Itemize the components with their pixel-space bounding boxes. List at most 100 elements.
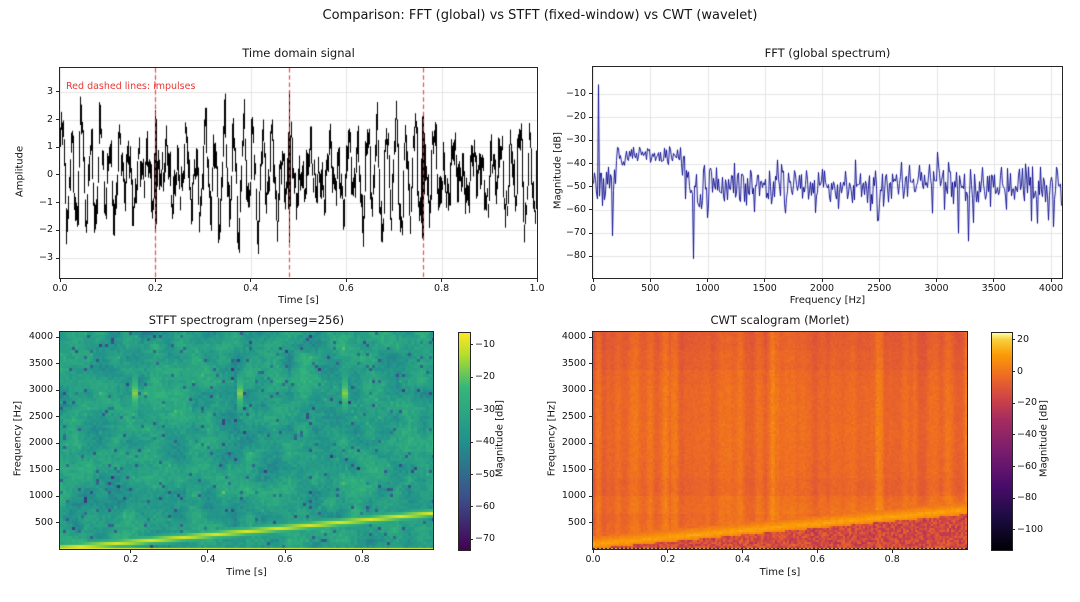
x-tick-label: 0.0 (52, 283, 68, 294)
x-tick-label: 0.6 (338, 283, 354, 294)
colorbar-tick-label: −20 (1017, 397, 1038, 409)
colorbar-tick-label: −40 (475, 436, 496, 448)
tick-mark (1050, 278, 1052, 282)
colorbar-tick-label: −40 (1017, 428, 1038, 440)
y-tick-label: 1500 (28, 463, 53, 475)
tick-mark (470, 409, 473, 411)
tick-mark (742, 549, 744, 553)
tick-mark (470, 506, 473, 508)
tick-mark (56, 416, 60, 418)
tick-mark (649, 278, 651, 282)
tick-mark (441, 278, 443, 282)
tick-mark (589, 93, 593, 95)
y-tick-label: −3 (38, 252, 53, 264)
tick-mark (589, 116, 593, 118)
y-tick-label: 500 (34, 516, 53, 528)
colorbar-tick-label: −70 (475, 533, 496, 545)
y-tick-label: 500 (567, 516, 586, 528)
y-tick-label: 3500 (561, 357, 586, 369)
colorbar-tick-label: −30 (475, 403, 496, 415)
stft-colorbar (458, 332, 471, 551)
y-tick-label: −30 (565, 134, 586, 146)
tick-mark (589, 163, 593, 165)
tick-mark (56, 146, 60, 148)
y-tick-label: 1 (46, 141, 53, 153)
stft-plot-xlabel: Time [s] (226, 567, 267, 578)
tick-mark (284, 549, 286, 553)
tick-mark (56, 174, 60, 176)
x-tick-label: 1500 (752, 283, 777, 294)
x-tick-label: 1000 (695, 283, 720, 294)
colorbar-tick-label: 20 (1017, 333, 1030, 345)
tick-mark (589, 522, 593, 523)
tick-mark (345, 278, 347, 282)
y-tick-label: −80 (565, 250, 586, 262)
y-tick-label: 3000 (28, 384, 53, 396)
stft-spectrogram-canvas (60, 332, 433, 549)
time-plot-title: Time domain signal (242, 46, 355, 60)
y-tick-label: 1000 (28, 490, 53, 502)
tick-mark (592, 549, 594, 553)
y-tick-label: −50 (565, 180, 586, 192)
colorbar-tick-label: −20 (475, 371, 496, 383)
y-tick-label: 2000 (28, 437, 53, 449)
fft-plot-ylabel: Magnitude [dB] (552, 131, 564, 210)
tick-mark (589, 389, 593, 391)
x-tick-label: 0 (589, 283, 597, 294)
y-tick-label: −60 (565, 203, 586, 215)
tick-mark (1012, 434, 1015, 436)
x-tick-label: 3500 (981, 283, 1006, 294)
tick-mark (589, 416, 593, 418)
colorbar-tick-label: −10 (475, 338, 496, 350)
y-tick-label: 2000 (561, 437, 586, 449)
tick-mark (361, 549, 363, 553)
tick-mark (1012, 371, 1015, 373)
tick-mark (470, 474, 473, 475)
tick-mark (878, 278, 880, 282)
figure-suptitle: Comparison: FFT (global) vs STFT (fixed-… (322, 8, 758, 23)
stft-plot-title: STFT spectrogram (nperseg=256) (148, 313, 345, 327)
x-tick-label: 0.2 (147, 283, 163, 294)
cwt-plot-title: CWT scalogram (Morlet) (710, 313, 850, 327)
tick-mark (56, 336, 60, 338)
fft-plot-xlabel: Frequency [Hz] (789, 295, 866, 306)
time-plot-xlabel: Time [s] (278, 295, 319, 306)
tick-mark (56, 91, 60, 93)
tick-mark (56, 442, 60, 444)
colorbar-tick-label: −60 (1017, 460, 1038, 472)
tick-mark (589, 139, 593, 141)
tick-mark (1012, 402, 1015, 404)
y-tick-label: 3000 (561, 384, 586, 396)
y-tick-label: 2500 (28, 410, 53, 422)
y-tick-label: −70 (565, 227, 586, 239)
x-tick-label: 3000 (924, 283, 949, 294)
y-tick-label: −1 (38, 196, 53, 208)
x-tick-label: 4000 (1038, 283, 1064, 294)
tick-mark (589, 232, 593, 234)
tick-mark (764, 278, 766, 282)
cwt-plot-xlabel: Time [s] (759, 567, 801, 578)
y-tick-label: 1500 (561, 463, 586, 475)
tick-mark (56, 469, 60, 471)
colorbar-tick-label: −50 (475, 468, 496, 480)
x-tick-label: 0.8 (884, 554, 900, 565)
tick-mark (59, 278, 61, 282)
y-tick-label: −40 (565, 157, 586, 169)
tick-mark (470, 376, 473, 378)
tick-mark (56, 522, 60, 523)
tick-mark (589, 209, 593, 211)
tick-mark (56, 202, 60, 204)
tick-mark (130, 549, 132, 553)
tick-mark (589, 442, 593, 444)
x-tick-label: 0.6 (277, 554, 293, 565)
tick-mark (891, 549, 893, 553)
tick-mark (592, 278, 594, 282)
x-tick-label: 2500 (867, 283, 892, 294)
tick-mark (707, 278, 708, 282)
tick-mark (589, 255, 593, 257)
x-tick-label: 0.4 (200, 554, 216, 565)
tick-mark (821, 278, 823, 282)
x-tick-label: 0.8 (354, 554, 370, 565)
tick-mark (56, 119, 60, 121)
